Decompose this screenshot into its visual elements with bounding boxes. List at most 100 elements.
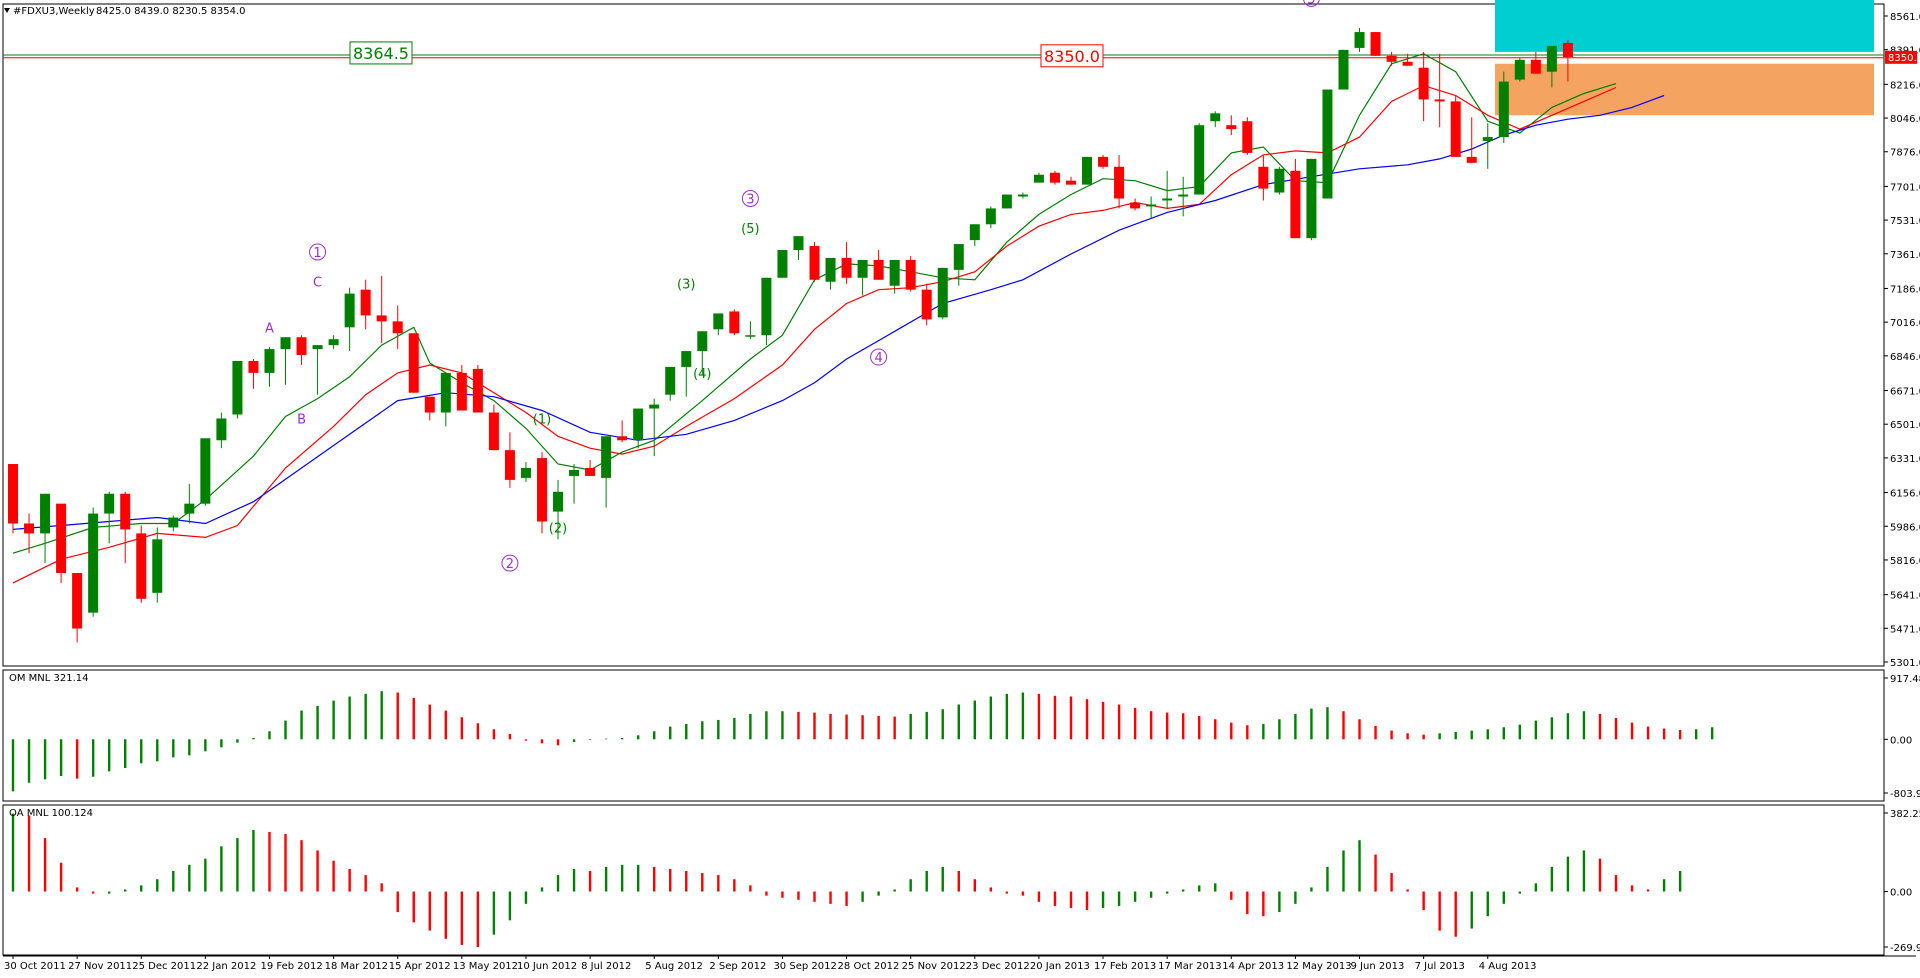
- candle: [376, 275, 387, 344]
- candle: [344, 287, 355, 352]
- candle-body: [1434, 99, 1445, 102]
- candle: [969, 224, 980, 247]
- candle-body: [312, 345, 323, 350]
- candle: [1114, 154, 1125, 209]
- candle-body: [232, 360, 243, 415]
- candle: [216, 412, 227, 449]
- price-tick-label: 7531.0: [1890, 216, 1920, 227]
- candle: [1146, 196, 1157, 219]
- candle: [569, 464, 580, 504]
- osc-tick-label: -269.964: [1890, 943, 1920, 954]
- candle: [200, 438, 211, 506]
- candle-body: [40, 493, 51, 534]
- current-price-label: 8350.0: [1888, 53, 1920, 64]
- candle: [1338, 49, 1349, 90]
- candle-body: [1322, 89, 1333, 199]
- candle: [264, 347, 275, 387]
- candle-body: [1306, 158, 1317, 239]
- x-tick-label: 30 Oct 2011: [4, 961, 66, 972]
- candle: [697, 331, 708, 375]
- candles: [8, 28, 1573, 643]
- candle-body: [1194, 125, 1205, 195]
- x-tick-label: 17 Mar 2013: [1158, 961, 1221, 972]
- wave-labels: 1 C A B 2 (1) (2) (3) (4) 3 (5) 4 5: [265, 0, 1320, 572]
- candle-body: [601, 436, 612, 478]
- candle-body: [328, 339, 339, 346]
- wave-label: (4): [693, 367, 711, 382]
- candle-body: [953, 244, 964, 270]
- candle-body: [56, 503, 67, 574]
- candle-body: [216, 418, 227, 441]
- candle: [1482, 123, 1493, 169]
- candle: [617, 420, 628, 443]
- candle: [1049, 170, 1060, 185]
- candle-body: [873, 259, 884, 280]
- candle: [520, 462, 531, 482]
- candle: [889, 259, 900, 294]
- osc-title: OM MNL 321.14: [9, 673, 89, 684]
- wave-circle: [1303, 0, 1320, 7]
- candle-body: [360, 289, 371, 316]
- candle: [1434, 53, 1445, 128]
- candle-body: [200, 438, 211, 504]
- price-tick-label: 7701.0: [1890, 182, 1920, 193]
- x-tick-label: 12 May 2013: [1286, 961, 1351, 972]
- ma-slow-line: [12, 94, 1665, 530]
- candle: [328, 335, 339, 350]
- x-tick-label: 9 Jun 2013: [1351, 961, 1405, 972]
- candle: [24, 513, 35, 554]
- candle: [937, 267, 948, 320]
- x-tick-label: 25 Nov 2012: [902, 961, 966, 972]
- candle: [953, 244, 964, 286]
- x-tick-label: 7 Jul 2013: [1415, 961, 1465, 972]
- candle: [1098, 154, 1109, 169]
- ma-mid-line: [12, 84, 1617, 584]
- price-tick-label: 7361.0: [1890, 250, 1920, 261]
- candle: [1418, 51, 1429, 122]
- ohlc-readout: 8425.0 8439.0 8230.5 8354.0: [96, 6, 246, 17]
- x-tick-label: 13 May 2012: [453, 961, 518, 972]
- price-tick-label: 7186.0: [1890, 284, 1920, 295]
- candle-body: [24, 523, 35, 534]
- candle-body: [344, 293, 355, 328]
- x-tick-label: 10 Jun 2012: [517, 961, 577, 972]
- candle: [1370, 32, 1381, 56]
- candle: [1178, 176, 1189, 217]
- candle: [1242, 117, 1253, 155]
- candle-body: [1338, 49, 1349, 90]
- zone-upper: [1495, 0, 1874, 52]
- candle-body: [569, 469, 580, 476]
- wave-label: A: [265, 321, 274, 336]
- candle-body: [713, 313, 724, 330]
- x-tick-label: 5 Aug 2012: [645, 961, 703, 972]
- x-tick-label: 23 Dec 2012: [966, 961, 1030, 972]
- price-label-8364.5: 8364.5: [353, 44, 409, 63]
- osc-tick-label: 382.252: [1890, 809, 1920, 820]
- window-title: #FDXU3,Weekly: [13, 6, 95, 17]
- target-zones: [1495, 0, 1874, 116]
- candle: [729, 309, 740, 336]
- candle: [1194, 123, 1205, 195]
- candle-body: [761, 277, 772, 336]
- candle-body: [793, 236, 804, 251]
- wave-label: 3: [746, 193, 754, 208]
- candle: [1017, 192, 1028, 199]
- triangle-down-icon[interactable]: [4, 8, 10, 13]
- candle: [985, 206, 996, 229]
- osc-tick-label: -803.95: [1890, 789, 1920, 800]
- candle-body: [969, 224, 980, 241]
- candle: [1450, 95, 1461, 157]
- wave-label: B: [297, 412, 306, 427]
- x-tick-label: 20 Jan 2013: [1030, 961, 1090, 972]
- candle: [905, 255, 916, 292]
- candle-body: [424, 396, 435, 413]
- wave-label: C: [313, 276, 322, 291]
- candle: [633, 408, 644, 449]
- candle: [392, 305, 403, 350]
- x-tick-label: 17 Feb 2013: [1094, 961, 1156, 972]
- candle-body: [905, 259, 916, 290]
- candle-body: [8, 464, 18, 524]
- candle: [56, 503, 67, 583]
